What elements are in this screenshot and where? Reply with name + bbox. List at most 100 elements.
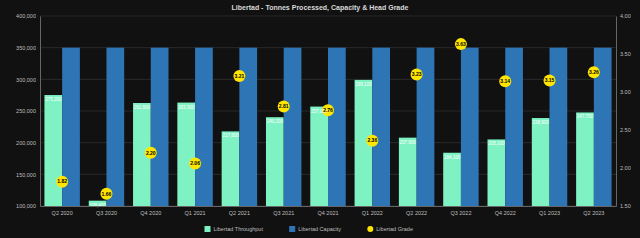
tick-label: 3.00 xyxy=(620,89,631,95)
bar xyxy=(399,138,417,206)
legend-swatch xyxy=(289,226,295,232)
data-label: 247,700 xyxy=(577,114,594,119)
background xyxy=(0,0,640,238)
marker xyxy=(588,66,600,78)
data-label: 2.20 xyxy=(146,150,156,156)
bar xyxy=(576,112,594,206)
tick-label: 150,000 xyxy=(16,172,36,178)
tick-label: Q3 2021 xyxy=(273,210,294,216)
tick-label: 350,000 xyxy=(16,45,36,51)
data-labels: 275,200108,400262,600263,300217,800240,2… xyxy=(45,41,599,208)
marker xyxy=(322,104,334,116)
tick-label: Q4 2020 xyxy=(140,210,161,216)
marker xyxy=(544,75,556,87)
y2-axis: 1.50 2.00 2.50 3.00 3.50 4.00 xyxy=(616,13,631,209)
tick: 3.00 xyxy=(616,89,631,95)
axis-line xyxy=(41,206,617,207)
bar xyxy=(151,48,169,206)
legend-item: Libertad Throughput xyxy=(205,226,264,232)
tick-label: 4.00 xyxy=(620,13,631,19)
tick: Q3 2020 xyxy=(96,206,117,216)
marker xyxy=(278,100,290,112)
legend-label: Libertad Grade xyxy=(376,226,413,232)
data-label: 2.06 xyxy=(190,160,200,166)
tick: Q2 2023 xyxy=(583,206,604,216)
legend-swatch xyxy=(367,226,373,232)
bar xyxy=(106,48,124,206)
marker xyxy=(100,188,112,200)
tick: 2.50 xyxy=(616,127,631,133)
tick-label: Q3 2022 xyxy=(450,210,471,216)
marker xyxy=(233,70,245,82)
bar-series xyxy=(62,48,611,206)
data-label: 262,600 xyxy=(134,105,151,110)
bar xyxy=(550,48,568,206)
bar xyxy=(44,95,62,206)
tick-label: 2.00 xyxy=(620,165,631,171)
data-label: 3.26 xyxy=(589,69,599,75)
bar xyxy=(195,48,213,206)
marker xyxy=(455,38,467,50)
grid xyxy=(40,16,616,206)
tick: Q2 2020 xyxy=(52,206,73,216)
bar xyxy=(505,48,523,206)
bar xyxy=(222,131,240,206)
tick: 3.50 xyxy=(616,51,631,57)
tick: 250,000 xyxy=(16,108,40,114)
data-label: 207,900 xyxy=(400,140,417,145)
legend: Libertad Throughput Libertad Capacity Libe… xyxy=(205,226,414,232)
data-label: 184,100 xyxy=(444,155,461,160)
bar xyxy=(488,139,506,206)
tick-label: Q2 2023 xyxy=(583,210,604,216)
bar xyxy=(461,48,479,206)
tick: Q3 2022 xyxy=(450,206,471,216)
bar xyxy=(266,117,284,206)
tick: Q4 2021 xyxy=(317,206,338,216)
data-label: 1.66 xyxy=(102,191,112,197)
tick: Q4 2022 xyxy=(495,206,516,216)
tick-label: 300,000 xyxy=(16,77,36,83)
data-label: 3.15 xyxy=(545,77,555,83)
tick: 400,000 xyxy=(16,13,40,19)
data-label: 263,300 xyxy=(178,105,195,110)
legend-item: Libertad Capacity xyxy=(289,226,341,232)
tick: 100,000 xyxy=(16,203,40,209)
y-axis: 100,000150,000200,000250,000300,000350,0… xyxy=(16,13,40,209)
marker xyxy=(145,147,157,159)
tick-label: 100,000 xyxy=(16,203,36,209)
tick: Q1 2023 xyxy=(539,206,560,216)
bar xyxy=(532,118,550,206)
marker xyxy=(411,69,423,81)
legend-item: Libertad Grade xyxy=(367,226,413,232)
data-label: 2.81 xyxy=(279,103,289,109)
tick-label: 3.50 xyxy=(620,51,631,57)
tick: 2.00 xyxy=(616,165,631,171)
tick-label: Q1 2022 xyxy=(362,210,383,216)
data-label: 1.82 xyxy=(57,178,67,184)
tick-label: 2.50 xyxy=(620,127,631,133)
chart: 275,200108,400262,600263,300217,800240,2… xyxy=(0,0,640,238)
tick-label: 1.50 xyxy=(620,203,631,209)
bar xyxy=(177,103,195,206)
data-label: 299,100 xyxy=(355,82,372,87)
tick-label: Q2 2022 xyxy=(406,210,427,216)
data-label: 2.76 xyxy=(323,107,333,113)
tick: 350,000 xyxy=(16,45,40,51)
marker xyxy=(189,157,201,169)
tick: 1.50 xyxy=(616,203,631,209)
tick-label: 250,000 xyxy=(16,108,36,114)
marker xyxy=(366,135,378,147)
data-label: 2.36 xyxy=(367,137,377,143)
axis-line xyxy=(616,17,617,207)
tick: Q2 2021 xyxy=(229,206,250,216)
data-label: 3.21 xyxy=(235,73,245,79)
tick-label: Q1 2023 xyxy=(539,210,560,216)
data-label: 3.14 xyxy=(500,78,510,84)
data-label: 217,800 xyxy=(222,133,239,138)
bar xyxy=(372,48,390,206)
tick: Q2 2022 xyxy=(406,206,427,216)
bar xyxy=(443,153,461,206)
tick-label: Q2 2020 xyxy=(52,210,73,216)
legend-label: Libertad Capacity xyxy=(298,226,341,232)
marks xyxy=(44,38,611,206)
